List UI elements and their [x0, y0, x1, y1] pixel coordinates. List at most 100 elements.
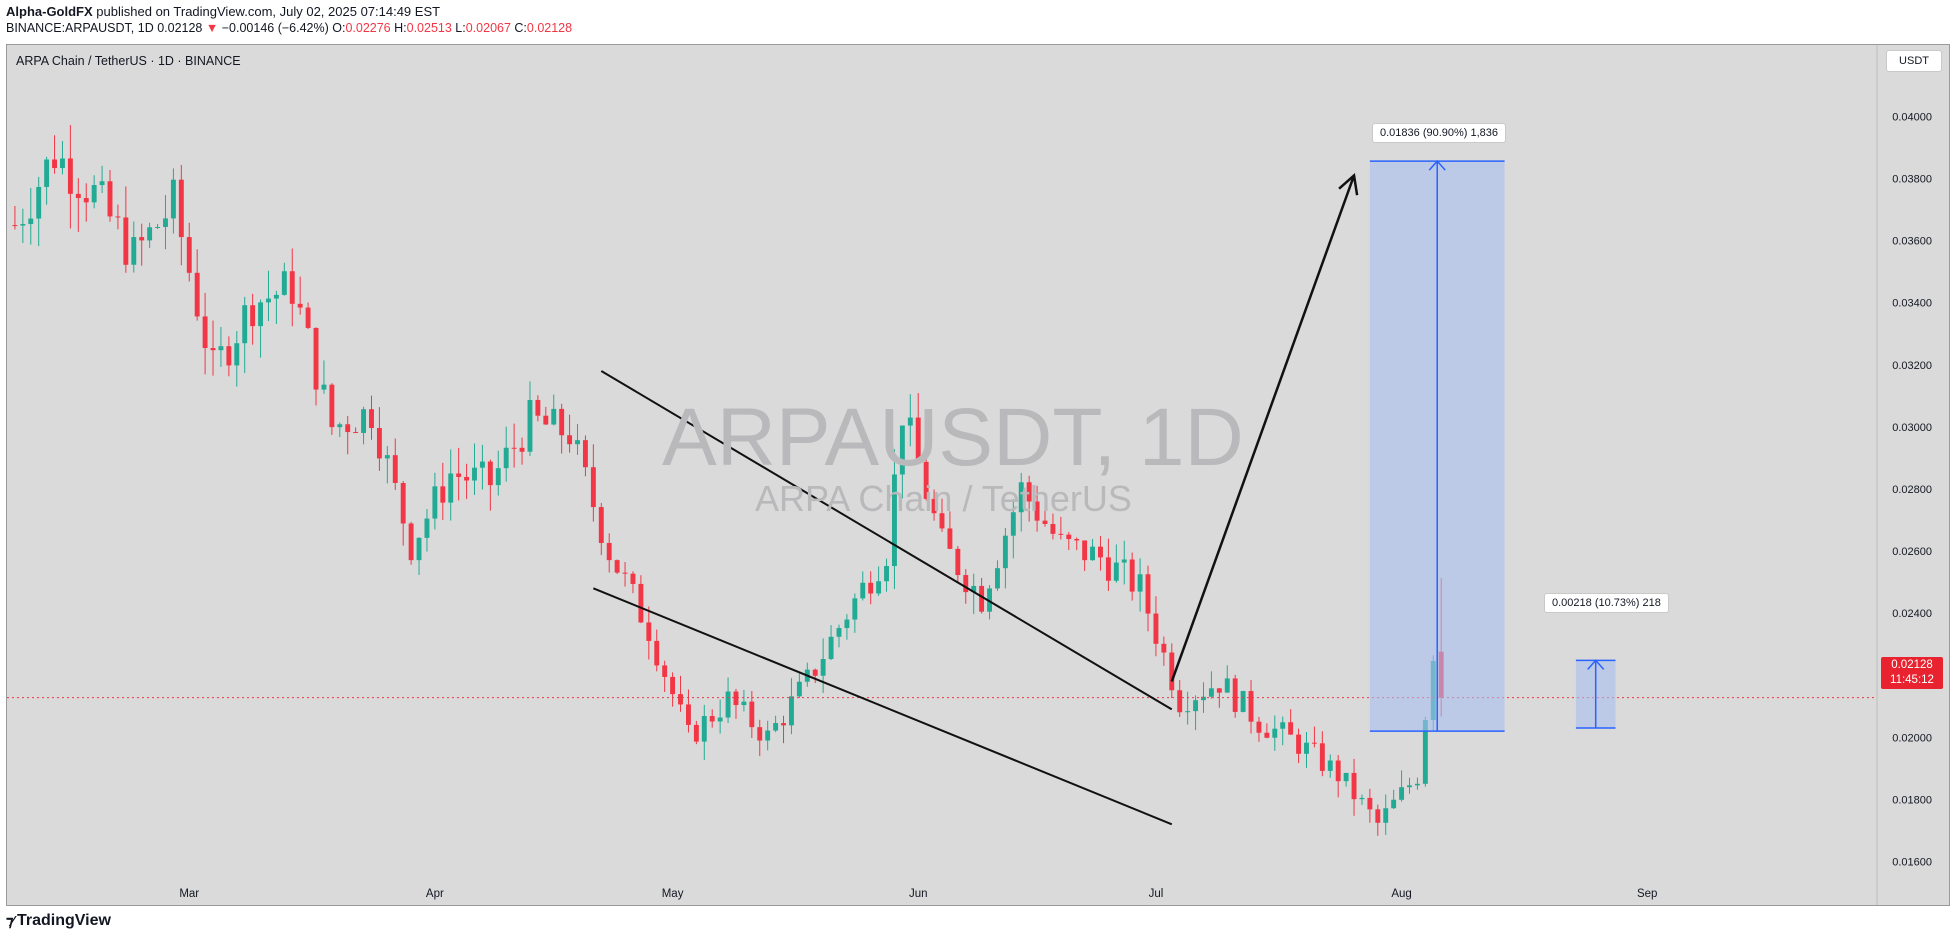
watermark-symbol: ARPAUSDT, 1D [662, 392, 1244, 483]
candle-body [250, 305, 256, 327]
author-name[interactable]: Alpha-GoldFX [6, 4, 93, 19]
candle-body [567, 435, 573, 445]
y-tick-label: 0.03000 [1892, 422, 1932, 434]
currency-button[interactable]: USDT [1886, 50, 1942, 72]
candle-body [52, 159, 57, 169]
candle-body [60, 158, 65, 169]
bar-countdown: 11:45:12 [1890, 674, 1934, 686]
candle-body [234, 343, 240, 366]
y-tick-label: 0.01800 [1892, 794, 1932, 806]
candle-body [1296, 734, 1302, 754]
ohlc-line: BINANCE:ARPAUSDT, 1D 0.02128 ▼ −0.00146 … [6, 21, 572, 35]
candle-body [503, 447, 509, 469]
x-tick-label: Apr [426, 888, 444, 900]
candle-body [757, 727, 763, 741]
candle-body [1256, 721, 1262, 733]
candle-body [1161, 643, 1167, 653]
candle-body [1169, 652, 1175, 691]
candle-body [289, 271, 295, 304]
projection-label-large: 0.01836 (90.90%) 1,836 [1372, 123, 1507, 143]
price-chart[interactable]: 0.04000 0.03800 0.03600 0.03400 0.03200 0.030… [7, 45, 1949, 905]
candle-body [1280, 722, 1286, 729]
candle-body [408, 523, 414, 561]
candle-body [448, 473, 454, 503]
candle-body [907, 417, 913, 426]
candle-body [939, 513, 945, 529]
candle-body [1145, 574, 1151, 614]
candle-body [788, 696, 794, 726]
candle-body [947, 528, 953, 549]
candle-body [337, 424, 343, 428]
candle-body [685, 704, 691, 725]
y-tick-label: 0.02000 [1892, 732, 1932, 744]
candle-body [416, 537, 422, 561]
candle-body [693, 724, 699, 742]
candle-body [487, 461, 493, 486]
candle-body [210, 348, 216, 351]
candle-body [1090, 546, 1096, 561]
candle-body [614, 560, 620, 573]
tradingview-logo[interactable]: ⁊⁄ TradingView [6, 912, 111, 930]
candle-body [313, 327, 319, 390]
candle-body [1042, 520, 1048, 524]
candle-body [1034, 501, 1040, 521]
y-tick-label: 0.02400 [1892, 608, 1932, 620]
candle-body [543, 415, 549, 425]
candle-body [796, 681, 802, 697]
candle-body [361, 409, 367, 433]
candle-body [923, 461, 929, 499]
candle-body [123, 217, 129, 265]
x-tick-label: Mar [179, 888, 199, 900]
candle-body [955, 548, 961, 576]
candle-body [440, 486, 446, 503]
candle-body [495, 468, 501, 486]
x-tick-label: Jul [1149, 888, 1164, 900]
chart-panel[interactable]: 0.04000 0.03800 0.03600 0.03400 0.03200 0.030… [6, 44, 1950, 906]
y-tick-label: 0.04000 [1892, 111, 1932, 123]
candle-body [44, 159, 50, 187]
candle-body [376, 428, 382, 459]
x-tick-label: Jun [909, 888, 928, 900]
candle-body [1050, 523, 1056, 534]
candle-body [931, 498, 937, 514]
candle-body [725, 691, 731, 718]
candle-body [83, 198, 89, 203]
candle-body [321, 384, 327, 390]
candle-body [178, 179, 184, 238]
tradingview-logo-icon: ⁊⁄ [6, 913, 14, 930]
candle-body [155, 226, 161, 228]
candle-body [91, 185, 97, 203]
candle-body [1129, 559, 1135, 592]
candle-body [646, 622, 652, 641]
candle-body [1066, 534, 1072, 540]
candle-body [1216, 688, 1222, 693]
publish-line: Alpha-GoldFX published on TradingView.co… [6, 4, 440, 19]
candle-body [1383, 808, 1389, 823]
candle-body [194, 272, 200, 317]
candle-body [1304, 742, 1309, 754]
candle-body [369, 409, 374, 429]
candle-body [979, 585, 985, 612]
candle-body [1018, 482, 1024, 513]
candle-body [654, 640, 660, 666]
candle-body [147, 227, 153, 241]
candle-body [836, 628, 842, 637]
open-value: 0.02276 [345, 21, 391, 35]
candle-body [1240, 691, 1246, 712]
candle-body [971, 585, 977, 593]
candle-body [1026, 482, 1032, 502]
candle-body [987, 588, 992, 612]
current-price-tag: 0.02128 11:45:12 [1881, 657, 1943, 689]
candle-body [20, 224, 26, 226]
candle-body [281, 271, 287, 295]
candle-body [575, 440, 580, 445]
candle-body [1058, 533, 1064, 535]
current-price-value: 0.02128 [1891, 659, 1933, 671]
candle-body [1113, 562, 1119, 581]
candle-body [170, 179, 176, 219]
candle-body [995, 568, 1000, 589]
candle-body [329, 384, 335, 428]
x-tick-label: Aug [1391, 888, 1411, 900]
x-tick-label: Sep [1637, 888, 1657, 900]
candle-body [1335, 760, 1341, 782]
